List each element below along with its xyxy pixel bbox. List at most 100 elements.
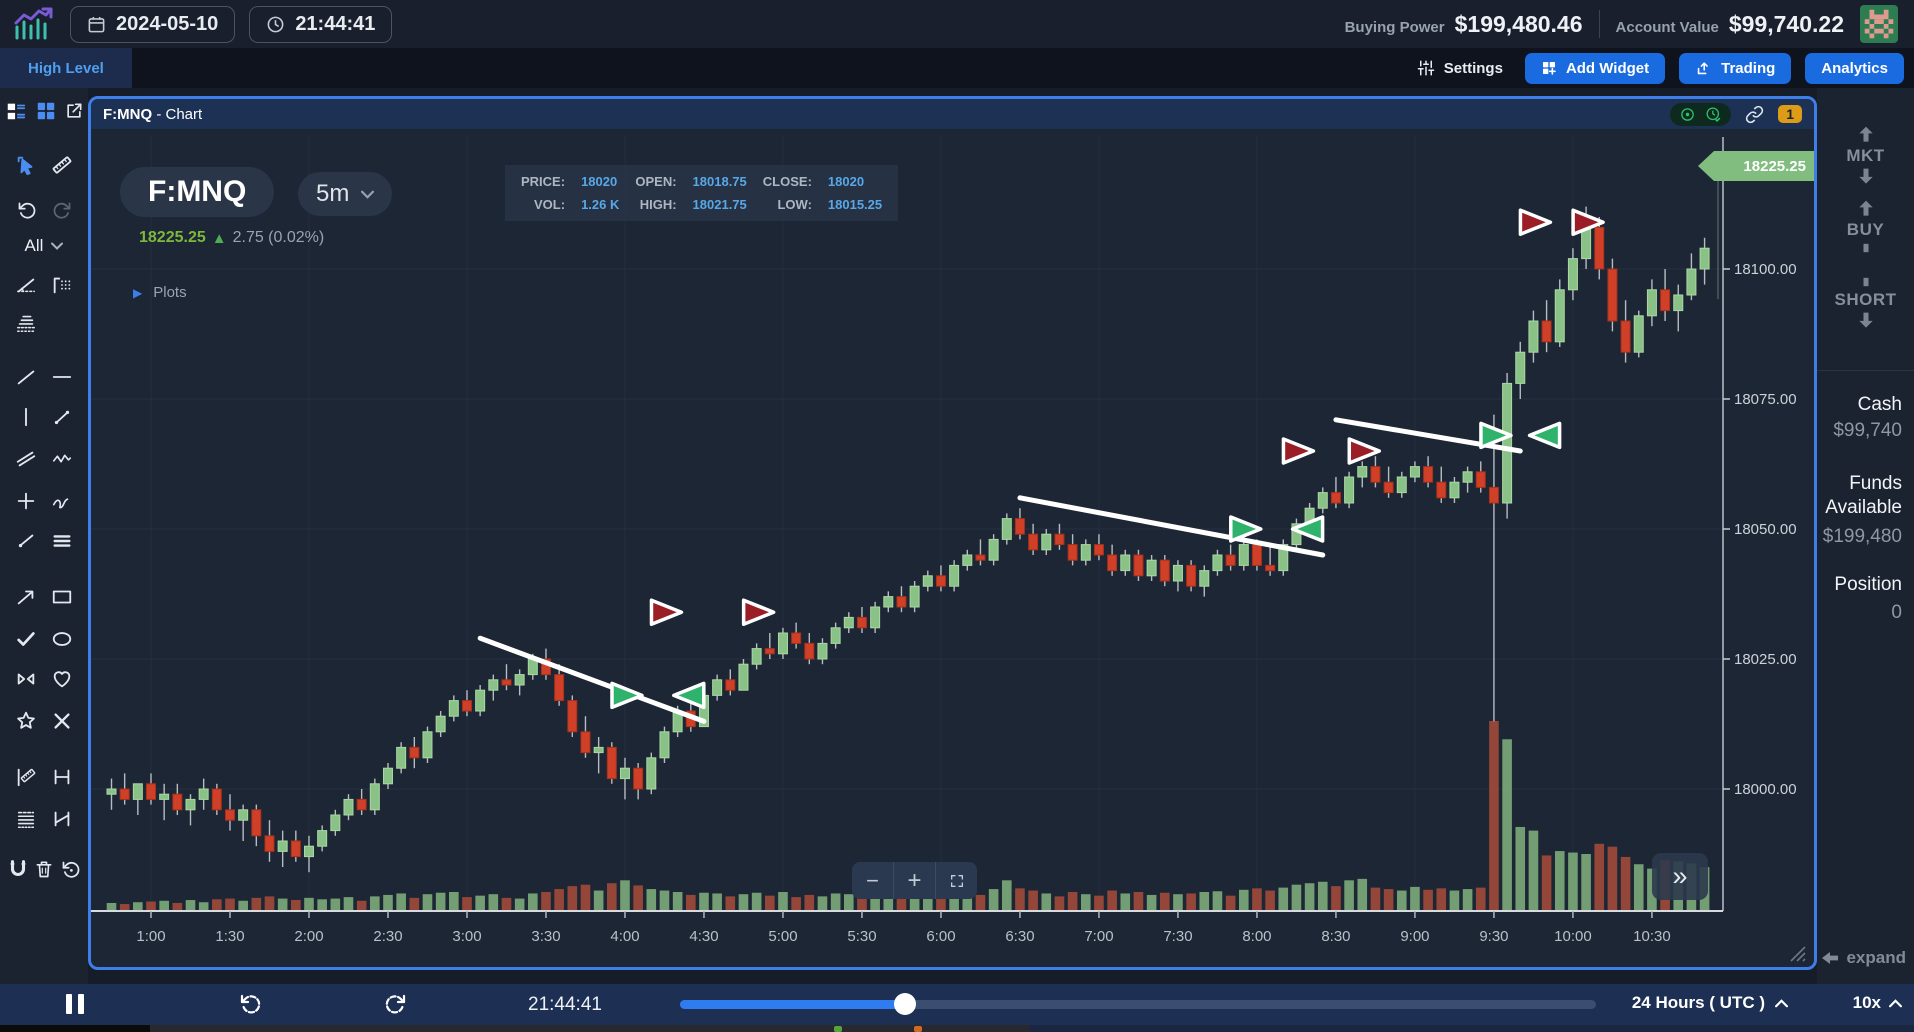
horizontal-gridlines [91, 268, 1723, 790]
zoom-in-button[interactable]: + [894, 862, 936, 899]
ruler-icon[interactable] [47, 150, 77, 180]
slider-thumb[interactable] [894, 993, 917, 1015]
taskbar-orange-icon [914, 1026, 922, 1032]
heart-icon[interactable] [47, 664, 77, 694]
fullscreen-button[interactable] [936, 862, 977, 899]
column-pattern-icon[interactable] [47, 270, 77, 300]
ellipse-icon[interactable] [47, 624, 77, 654]
svg-text:5:30: 5:30 [847, 928, 876, 945]
short-button[interactable]: SHORT [1817, 276, 1914, 330]
account-value-metric: Account Value $99,740.22 [1616, 11, 1844, 38]
star-icon[interactable] [11, 706, 41, 736]
scroll-forward-button[interactable]: » [1652, 853, 1708, 900]
chevron-up-icon [1889, 998, 1902, 1008]
line-stack-icon[interactable] [11, 308, 41, 338]
menu-lines-icon[interactable] [47, 526, 77, 556]
zoom-controls: − + [852, 862, 977, 899]
freehand-icon[interactable] [47, 486, 77, 516]
layout-grid-icon[interactable] [31, 96, 61, 126]
link-icon[interactable] [1745, 105, 1764, 124]
svg-text:9:00: 9:00 [1400, 928, 1429, 945]
layout-list-icon[interactable] [1, 96, 31, 126]
trend-line-icon[interactable] [11, 362, 41, 392]
flip-triangles-icon[interactable] [11, 664, 41, 694]
cross-icon[interactable] [11, 486, 41, 516]
h-bracket-icon[interactable] [47, 762, 77, 792]
expand-button[interactable]: expand [1822, 948, 1906, 968]
buying-power-metric: Buying Power $199,480.46 [1345, 11, 1583, 38]
add-widget-button[interactable]: Add Widget [1524, 52, 1666, 84]
rectangle-icon[interactable] [47, 582, 77, 612]
taskbar-plant-icon [834, 1026, 842, 1032]
taskbar-center [150, 1025, 1030, 1032]
avatar[interactable] [1860, 5, 1898, 43]
zigzag-icon[interactable] [47, 444, 77, 474]
date-picker-button[interactable]: 2024-05-10 [70, 5, 236, 43]
svg-text:5:00: 5:00 [768, 928, 797, 945]
rotate-reset-icon[interactable] [55, 854, 85, 884]
symbol-pill[interactable]: F:MNQ [120, 167, 275, 217]
playback-bar: 21:44:41 24 Hours ( UTC ) 10x [0, 984, 1914, 1025]
horizontal-line-icon[interactable] [47, 362, 77, 392]
record-dot-icon[interactable] [1679, 106, 1696, 123]
zoom-out-button[interactable]: − [852, 862, 894, 899]
axes [91, 137, 1724, 912]
dashed-lines-icon[interactable] [11, 804, 41, 834]
ray-icon[interactable] [11, 526, 41, 556]
time-picker-button[interactable]: 21:44:41 [249, 5, 393, 43]
add-widget-label: Add Widget [1565, 59, 1650, 77]
analytics-button[interactable]: Analytics [1805, 52, 1904, 84]
magnet-icon[interactable] [3, 854, 33, 884]
svg-text:10:00: 10:00 [1554, 928, 1592, 945]
replay-forward-button[interactable] [384, 992, 408, 1016]
playback-slider[interactable] [680, 993, 1596, 1015]
trading-label: Trading [1721, 59, 1776, 77]
segment-icon[interactable] [47, 402, 77, 432]
mkt-button[interactable]: MKT [1817, 126, 1914, 186]
measure-line-icon[interactable] [11, 762, 41, 792]
svg-text:8:00: 8:00 [1242, 928, 1271, 945]
redo-icon[interactable] [47, 194, 77, 224]
cash-value: $99,740 [1833, 420, 1902, 441]
timeframe-dropdown[interactable]: 5m [298, 172, 393, 216]
candlestick-chart[interactable]: 18100.00 18075.00 18050.00 18025.00 18000.00… [91, 129, 1814, 970]
replay-back-button[interactable] [238, 992, 262, 1016]
buy-button[interactable]: BUY [1817, 200, 1914, 254]
layer-badge[interactable]: 1 [1778, 105, 1802, 123]
parallel-lines-icon[interactable] [11, 444, 41, 474]
svg-text:9:30: 9:30 [1479, 928, 1508, 945]
angle-line-icon[interactable] [11, 270, 41, 300]
svg-text:18025.00: 18025.00 [1734, 651, 1797, 668]
vertical-line-icon[interactable] [11, 402, 41, 432]
drawing-toolbar: All [0, 88, 88, 984]
funds-available-value: $199,480 [1822, 526, 1902, 547]
corner-bracket-icon[interactable] [47, 804, 77, 834]
plots-toggle[interactable]: ▶ Plots [133, 284, 187, 301]
settings-button[interactable]: Settings [1409, 53, 1511, 83]
pause-button[interactable] [66, 994, 84, 1014]
playback-time: 21:44:41 [528, 994, 602, 1015]
speed-dropdown[interactable]: 10x [1853, 993, 1902, 1013]
svg-text:4:00: 4:00 [610, 928, 639, 945]
trash-icon[interactable] [29, 854, 59, 884]
trading-button[interactable]: Trading [1679, 52, 1792, 84]
check-icon[interactable] [11, 624, 41, 654]
chart-body[interactable]: 18100.00 18075.00 18050.00 18025.00 18000.00… [91, 129, 1814, 967]
chevron-down-icon [361, 190, 375, 199]
open-new-window-icon[interactable] [59, 96, 89, 126]
svg-text:7:00: 7:00 [1084, 928, 1113, 945]
close-value: 18020 [827, 174, 865, 189]
cursor-icon[interactable] [11, 150, 41, 180]
tab-high-level[interactable]: High Level [0, 48, 132, 88]
clock-sync-icon[interactable] [1705, 106, 1722, 123]
close-icon[interactable] [47, 706, 77, 736]
undo-icon[interactable] [11, 194, 41, 224]
up-arrow-icon: ▲ [211, 229, 227, 247]
tab-label: High Level [28, 59, 104, 77]
chart-panel-titlebar[interactable]: F:MNQ - Chart 1 [91, 99, 1814, 129]
low-value: 18015.25 [827, 197, 883, 212]
resize-handle[interactable] [1785, 941, 1807, 963]
session-range-dropdown[interactable]: 24 Hours ( UTC ) [1632, 993, 1788, 1013]
arrow-icon[interactable] [11, 582, 41, 612]
filter-all-dropdown[interactable]: All [25, 236, 64, 256]
